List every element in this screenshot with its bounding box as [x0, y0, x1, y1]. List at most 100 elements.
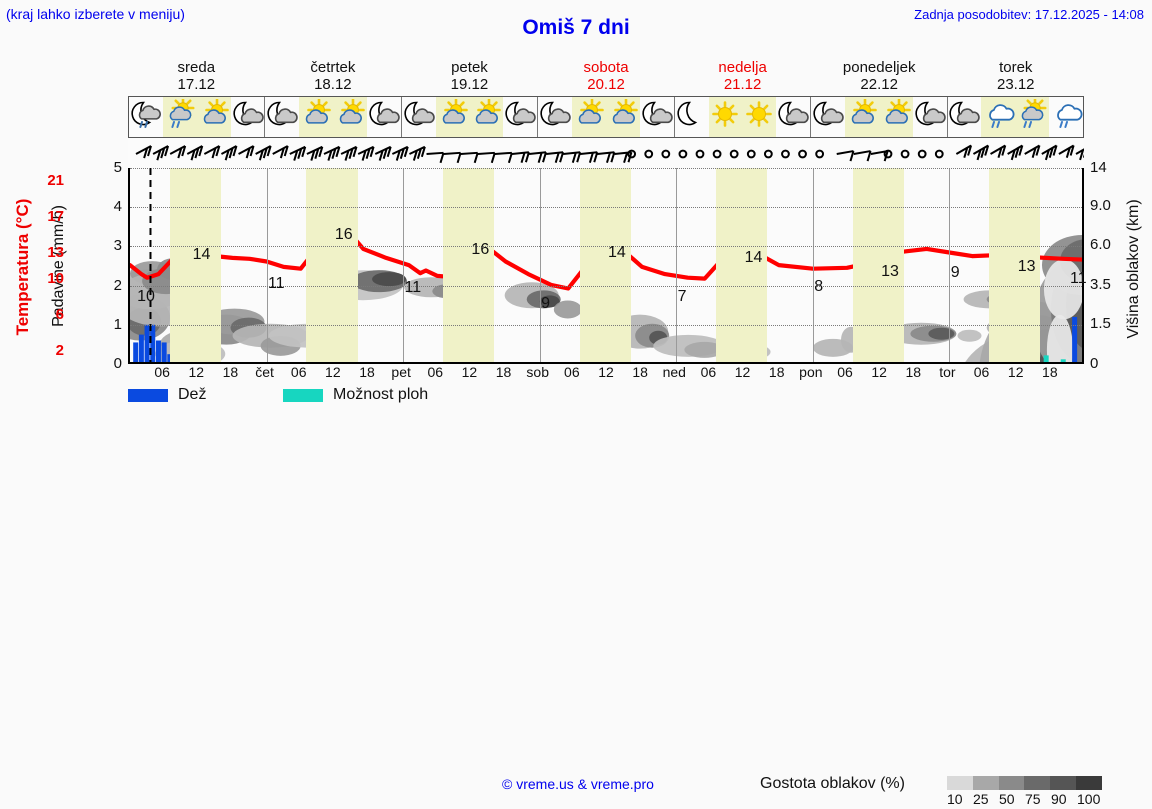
temperature-value-label: 16: [471, 241, 489, 259]
cloud-height-tick: 1.5: [1090, 315, 1130, 332]
gridline: [130, 168, 1082, 169]
x-tick-label: 12: [862, 364, 896, 380]
daylight-band: [580, 168, 631, 362]
copyright-link[interactable]: © vreme.us & vreme.pro: [502, 776, 654, 792]
cloud-height-tick: 14: [1090, 159, 1130, 176]
day-separator: [540, 168, 541, 362]
cloud-rain-icon: [981, 97, 1015, 137]
cloud-height-tick: 0: [1090, 355, 1130, 372]
x-tick-label: 12: [589, 364, 623, 380]
day-separator: [676, 168, 677, 362]
daylight-band: [170, 168, 221, 362]
precipitation-tick: 1: [104, 316, 122, 333]
icon-day-cell: [129, 97, 265, 137]
x-tick-label: pet: [384, 364, 418, 380]
x-tick-label: čet: [248, 364, 282, 380]
sun-cloud-icon: [197, 97, 231, 137]
icon-day-cell: [811, 97, 947, 137]
temperature-value-label: 8: [814, 278, 823, 296]
x-tick-label: 18: [213, 364, 247, 380]
daylight-band: [443, 168, 494, 362]
day-date: 21.12: [674, 77, 811, 94]
temperature-value-label: 7: [678, 288, 687, 306]
x-tick-label: 12: [999, 364, 1033, 380]
x-tick-label: 18: [623, 364, 657, 380]
day-name: nedelja: [674, 60, 811, 77]
precipitation-tick: 2: [104, 277, 122, 294]
temperature-tick: 10: [34, 270, 64, 287]
sun-cloud-icon: [879, 97, 913, 137]
icon-day-cell: [265, 97, 401, 137]
x-tick-label: pon: [794, 364, 828, 380]
temperature-value-label: 11: [1070, 270, 1087, 288]
sun-cloud-rain-icon: [1015, 97, 1049, 137]
rain-legend-swatch: [128, 389, 168, 402]
icon-day-cell: [538, 97, 674, 137]
x-tick-label: 06: [691, 364, 725, 380]
day-date: 18.12: [265, 77, 402, 94]
temperature-tick: 6: [34, 306, 64, 323]
moon-cloud-icon: [231, 97, 265, 137]
density-swatch: [947, 776, 973, 790]
day-name: torek: [947, 60, 1084, 77]
day-separator: [813, 168, 814, 362]
moon-cloud-rain-icon: [129, 97, 163, 137]
temperature-value-label: 9: [951, 264, 960, 282]
temperature-value-label: 11: [405, 279, 422, 297]
day-name: sreda: [128, 60, 265, 77]
day-date: 22.12: [811, 77, 948, 94]
shower-legend-label: Možnost ploh: [333, 386, 428, 404]
temperature-value-label: 14: [608, 244, 626, 262]
x-tick-label: 12: [179, 364, 213, 380]
day-name: četrtek: [265, 60, 402, 77]
temperature-value-label: 16: [335, 226, 353, 244]
density-swatch: [1050, 776, 1076, 790]
moon-cloud-icon: [811, 97, 845, 137]
x-tick-label: 06: [418, 364, 452, 380]
precipitation-tick: 3: [104, 237, 122, 254]
x-tick-label: ned: [657, 364, 691, 380]
day-date: 17.12: [128, 77, 265, 94]
cloud-height-tick: 3.5: [1090, 276, 1130, 293]
temperature-value-label: 14: [193, 246, 211, 264]
last-update-label: Zadnja posodobitev: 17.12.2025 - 14:08: [914, 7, 1144, 22]
gridline: [130, 246, 1082, 247]
plot-inner: [130, 168, 1082, 362]
x-tick-label: 12: [452, 364, 486, 380]
temperature-value-label: 9: [541, 295, 550, 313]
moon-cloud-icon: [776, 97, 810, 137]
cloud-density-colorbar: [947, 776, 1102, 790]
precipitation-axis-title-text: Padavine (mm/h): [50, 166, 68, 366]
icon-day-cell: [402, 97, 538, 137]
density-swatch: [1024, 776, 1050, 790]
cloud-rain-icon: [1049, 97, 1083, 137]
gridline: [130, 207, 1082, 208]
density-tick: 90: [1051, 791, 1067, 807]
icon-day-cell: [948, 97, 1083, 137]
sun-cloud-rain-icon: [163, 97, 197, 137]
wind-barb-band: [128, 138, 1084, 168]
temperature-tick: 17: [34, 208, 64, 225]
day-name: sobota: [538, 60, 675, 77]
temperature-tick: 13: [34, 244, 64, 261]
sun-cloud-icon: [333, 97, 367, 137]
x-tick-label: sob: [521, 364, 555, 380]
sun-cloud-icon: [845, 97, 879, 137]
sun-cloud-icon: [299, 97, 333, 137]
gridline: [130, 325, 1082, 326]
cloud-height-tick: 9.0: [1090, 197, 1130, 214]
x-tick-label: 06: [282, 364, 316, 380]
precipitation-axis-title: Padavine (mm/h): [44, 165, 70, 370]
day-date: 23.12: [947, 77, 1084, 94]
density-swatch: [999, 776, 1025, 790]
day-name: petek: [401, 60, 538, 77]
moon-cloud-icon: [913, 97, 947, 137]
